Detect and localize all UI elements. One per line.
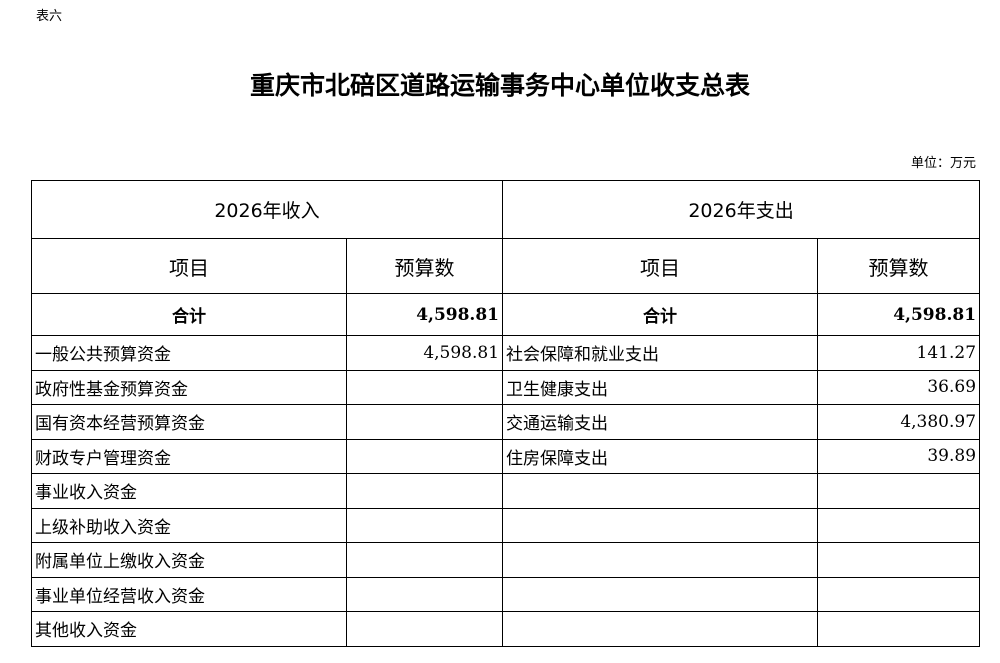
income-value <box>345 507 504 543</box>
income-total-value: 4,598.81 <box>345 293 504 336</box>
income-item-header: 项目 <box>31 238 347 294</box>
expense-item <box>502 473 819 509</box>
table-row: 国有资本经营预算资金 交通运输支出 4,380.97 <box>31 404 981 440</box>
income-value: 4,598.81 <box>345 335 504 371</box>
expense-value <box>817 473 981 509</box>
expense-item: 交通运输支出 <box>502 404 819 440</box>
income-value <box>345 473 504 509</box>
expense-item: 住房保障支出 <box>502 438 819 474</box>
expense-item <box>502 576 819 612</box>
expense-value: 39.89 <box>817 438 981 474</box>
income-value <box>345 404 504 440</box>
income-value <box>345 576 504 612</box>
expense-budget-header: 预算数 <box>817 238 981 294</box>
expense-value: 4,380.97 <box>817 404 981 440</box>
unit-label: 单位：万元 <box>910 156 976 171</box>
expense-item: 卫生健康支出 <box>502 369 819 405</box>
income-item: 其他收入资金 <box>31 611 347 647</box>
expense-item: 社会保障和就业支出 <box>502 335 819 371</box>
income-value <box>345 369 504 405</box>
total-row: 合计 4,598.81 合计 4,598.81 <box>31 293 981 336</box>
section-header-row: 2026年收入 2026年支出 <box>30 180 981 239</box>
table-row: 事业收入资金 <box>31 473 981 509</box>
expense-total-label: 合计 <box>502 293 819 336</box>
table-row: 其他收入资金 <box>31 611 981 647</box>
income-value <box>345 542 504 578</box>
expense-item-header: 项目 <box>502 238 819 294</box>
budget-table: 2026年收入 2026年支出 项目 预算数 项目 预算数 合计 4,598.8… <box>30 180 981 647</box>
expense-value <box>817 542 981 578</box>
income-item: 政府性基金预算资金 <box>31 369 347 405</box>
table-row: 事业单位经营收入资金 <box>31 576 981 612</box>
expense-total-value: 4,598.81 <box>817 293 981 336</box>
expense-section-header: 2026年支出 <box>502 180 981 239</box>
column-header-row: 项目 预算数 项目 预算数 <box>31 238 981 294</box>
expense-item <box>502 507 819 543</box>
income-item: 财政专户管理资金 <box>31 438 347 474</box>
expense-item <box>502 611 819 647</box>
expense-value <box>817 507 981 543</box>
table-row: 一般公共预算资金 4,598.81 社会保障和就业支出 141.27 <box>31 335 981 371</box>
table-row: 附属单位上缴收入资金 <box>31 542 981 578</box>
income-item: 上级补助收入资金 <box>31 507 347 543</box>
income-item: 事业单位经营收入资金 <box>31 576 347 612</box>
income-item: 一般公共预算资金 <box>31 335 347 371</box>
expense-value <box>817 576 981 612</box>
income-section-header: 2026年收入 <box>30 180 504 239</box>
page-title: 重庆市北碚区道路运输事务中心单位收支总表 <box>249 71 750 100</box>
income-budget-header: 预算数 <box>345 238 504 294</box>
expense-value: 36.69 <box>817 369 981 405</box>
income-total-label: 合计 <box>31 293 347 336</box>
income-item: 附属单位上缴收入资金 <box>31 542 347 578</box>
expense-value <box>817 611 981 647</box>
income-value <box>345 438 504 474</box>
table-row: 政府性基金预算资金 卫生健康支出 36.69 <box>31 369 981 405</box>
table-row: 财政专户管理资金 住房保障支出 39.89 <box>31 438 981 474</box>
income-item: 国有资本经营预算资金 <box>31 404 347 440</box>
table-number: 表六 <box>36 9 63 24</box>
table-row: 上级补助收入资金 <box>31 507 981 543</box>
income-value <box>345 611 504 647</box>
income-item: 事业收入资金 <box>31 473 347 509</box>
expense-value: 141.27 <box>817 335 981 371</box>
expense-item <box>502 542 819 578</box>
